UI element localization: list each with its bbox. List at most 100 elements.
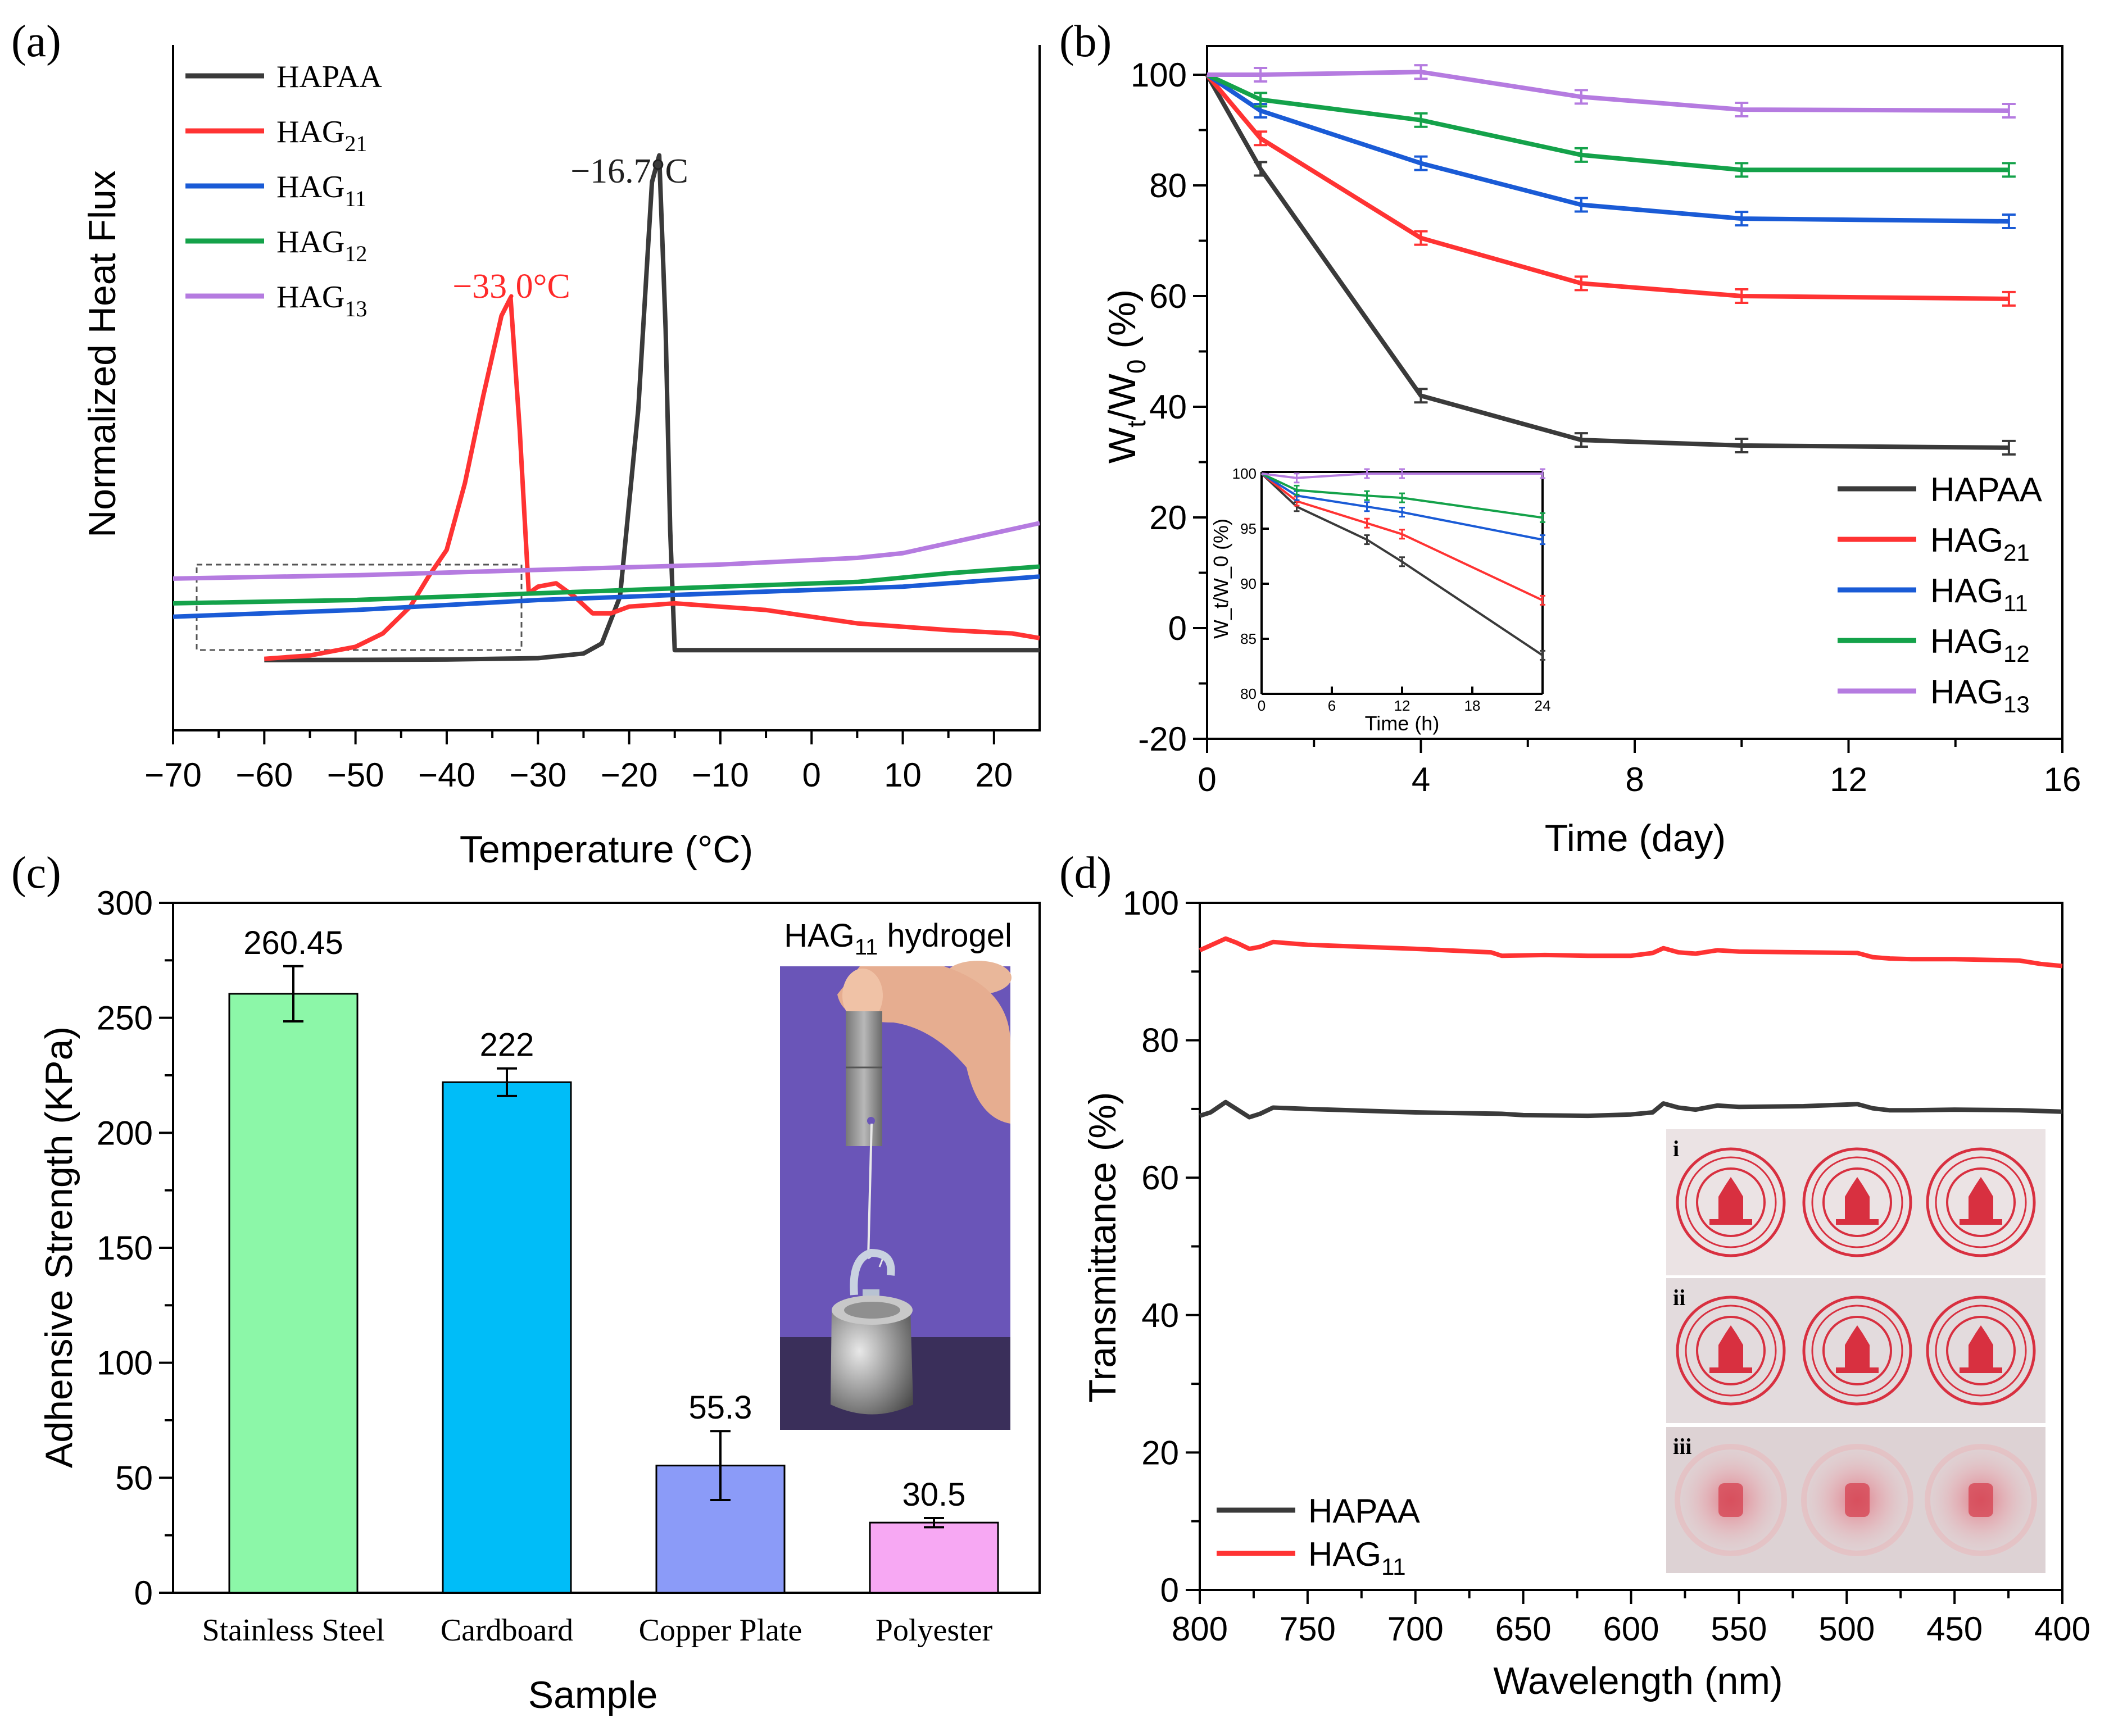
seal-base xyxy=(1836,1219,1879,1225)
b-series-HAG21 xyxy=(1205,73,2009,301)
seal-photo-label: ii xyxy=(1673,1285,1685,1310)
d-series-HAPAA xyxy=(1199,1099,2063,1120)
seal-ring-inner xyxy=(1685,1156,1777,1248)
inset-x-tick-label: 6 xyxy=(1328,697,1336,714)
a-x-tick-label: −50 xyxy=(327,756,384,794)
seal-ring-inner xyxy=(1685,1305,1777,1397)
seal-ring xyxy=(1802,1147,1912,1257)
panel-b-x-label: Time (day) xyxy=(1545,817,1726,860)
inset-x-label: Time (h) xyxy=(1365,712,1440,735)
b-legend-label: HAG21 xyxy=(1930,521,2030,566)
c-y-tick-label: 0 xyxy=(134,1574,153,1612)
b-y-tick-label: -20 xyxy=(1138,720,1187,758)
b-y-tick-label: 80 xyxy=(1149,167,1187,204)
inset-y-label: W_t/W_0 (%) xyxy=(1209,519,1232,639)
seal-ring-blurred xyxy=(1925,1444,2037,1556)
a-series-HAPAA xyxy=(264,153,1040,662)
inset-x-tick-label: 12 xyxy=(1394,697,1410,714)
a-legend-label: HAG13 xyxy=(276,280,367,321)
panel-label-c: (c) xyxy=(11,848,61,898)
b-series-HAG12 xyxy=(1206,72,2009,172)
a-x-tick-label: −30 xyxy=(509,756,566,794)
b-y-tick-label: 20 xyxy=(1149,499,1187,537)
c-bar-3 xyxy=(869,1521,999,1594)
d-x-tick-label: 450 xyxy=(1926,1610,1983,1648)
d-legend-label: HAG11 xyxy=(1308,1535,1406,1580)
inset-y-tick-label: 100 xyxy=(1232,465,1257,482)
a-series-HAG11 xyxy=(173,574,1040,619)
seal-ring xyxy=(1926,1147,2036,1257)
b-x-tick-label: 4 xyxy=(1412,761,1430,798)
seal-ring xyxy=(1676,1147,1786,1257)
a-legend-label: HAG12 xyxy=(276,225,367,266)
seal-ring-blurred xyxy=(1675,1444,1787,1556)
d-series-HAG11 xyxy=(1199,936,2063,969)
d-x-tick-label: 800 xyxy=(1172,1610,1228,1648)
panel-c-x-label: Sample xyxy=(528,1674,658,1716)
seal-base xyxy=(1709,1367,1752,1373)
d-y-tick-label: 20 xyxy=(1141,1434,1179,1471)
metal-strip xyxy=(846,1011,882,1146)
b-legend-label: HAPAA xyxy=(1930,471,2042,508)
a-x-tick-label: 10 xyxy=(884,756,922,794)
b-x-tick-label: 16 xyxy=(2044,761,2081,798)
c-bar-1 xyxy=(442,1081,572,1594)
panel-c-bar-chart: 0 50 100 150 200 250 300 260.45 Stainless Steel… xyxy=(38,884,1041,1716)
d-x-tick-label: 650 xyxy=(1495,1610,1552,1648)
a-series-HAG21 xyxy=(264,296,1040,661)
b-legend-label: HAG13 xyxy=(1930,673,2030,717)
panel-label-d: (d) xyxy=(1059,848,1112,898)
weight xyxy=(831,1309,913,1415)
panel-b-y-label: Wt/W0 (%) xyxy=(1101,289,1151,463)
d-x-tick-label: 700 xyxy=(1387,1610,1444,1648)
c-category-label: Polyester xyxy=(876,1613,993,1648)
hydrogel-photo-label: HAG11 hydrogel xyxy=(784,917,1012,960)
inset-x-tick-label: 18 xyxy=(1464,697,1481,714)
panel-a-dsc-chart: −70 −60 −50 −40 −30 −20 −10 0 10 20 −16.7°C −33.0°… xyxy=(81,45,1041,871)
panel-c-y-label: Adhensive Strength (KPa) xyxy=(38,1026,80,1468)
seal-ring-core xyxy=(1946,1316,2016,1385)
a-series-HAG13 xyxy=(173,521,1040,581)
a-x-tick-label: −70 xyxy=(144,756,202,794)
seal-tower xyxy=(1969,1177,1993,1224)
a-peak-annotation-hag21: −33.0°C xyxy=(452,267,570,306)
d-x-tick-label: 500 xyxy=(1818,1610,1875,1648)
d-x-tick-label: 400 xyxy=(2034,1610,2090,1648)
b-y-tick-label: 100 xyxy=(1131,56,1187,94)
a-legend-label: HAG11 xyxy=(276,170,366,211)
inset-y-tick-label: 80 xyxy=(1240,685,1257,702)
c-value-label: 260.45 xyxy=(243,925,343,961)
d-y-tick-label: 0 xyxy=(1160,1571,1179,1609)
d-x-tick-label: 600 xyxy=(1603,1610,1659,1648)
seal-tower xyxy=(1845,1177,1870,1224)
d-legend-label: HAPAA xyxy=(1308,1492,1420,1530)
a-x-tick-label: −40 xyxy=(418,756,475,794)
seal-base xyxy=(1709,1219,1752,1225)
inset-y-tick-label: 85 xyxy=(1240,630,1257,647)
seal-core-blurred xyxy=(1969,1483,1993,1517)
seal-base xyxy=(1836,1367,1879,1373)
a-legend-label: HAPAA xyxy=(276,60,382,94)
seal-ring-core xyxy=(1822,1316,1892,1385)
seal-tower xyxy=(1969,1325,1993,1372)
seal-photo-label: i xyxy=(1673,1136,1679,1161)
panel-a-y-label: Normalized Heat Flux xyxy=(81,170,124,538)
c-y-tick-label: 150 xyxy=(97,1229,153,1267)
inset-x-tick-label: 0 xyxy=(1258,697,1266,714)
c-y-tick-label: 250 xyxy=(97,999,153,1037)
c-y-tick-label: 200 xyxy=(97,1114,153,1152)
b-x-tick-label: 0 xyxy=(1198,761,1216,798)
d-y-tick-label: 100 xyxy=(1123,884,1179,922)
b-legend-label: HAG11 xyxy=(1930,572,2028,616)
panel-label-b: (b) xyxy=(1059,17,1112,66)
panel-d-x-label: Wavelength (nm) xyxy=(1493,1660,1783,1702)
seal-ring-inner xyxy=(1811,1305,1903,1397)
d-y-tick-label: 60 xyxy=(1141,1159,1179,1197)
seal-ring-core xyxy=(1696,1316,1766,1385)
b-x-tick-label: 12 xyxy=(1830,761,1867,798)
b-series-HAG13 xyxy=(1207,70,2009,113)
seal-ring-inner xyxy=(1811,1156,1903,1248)
